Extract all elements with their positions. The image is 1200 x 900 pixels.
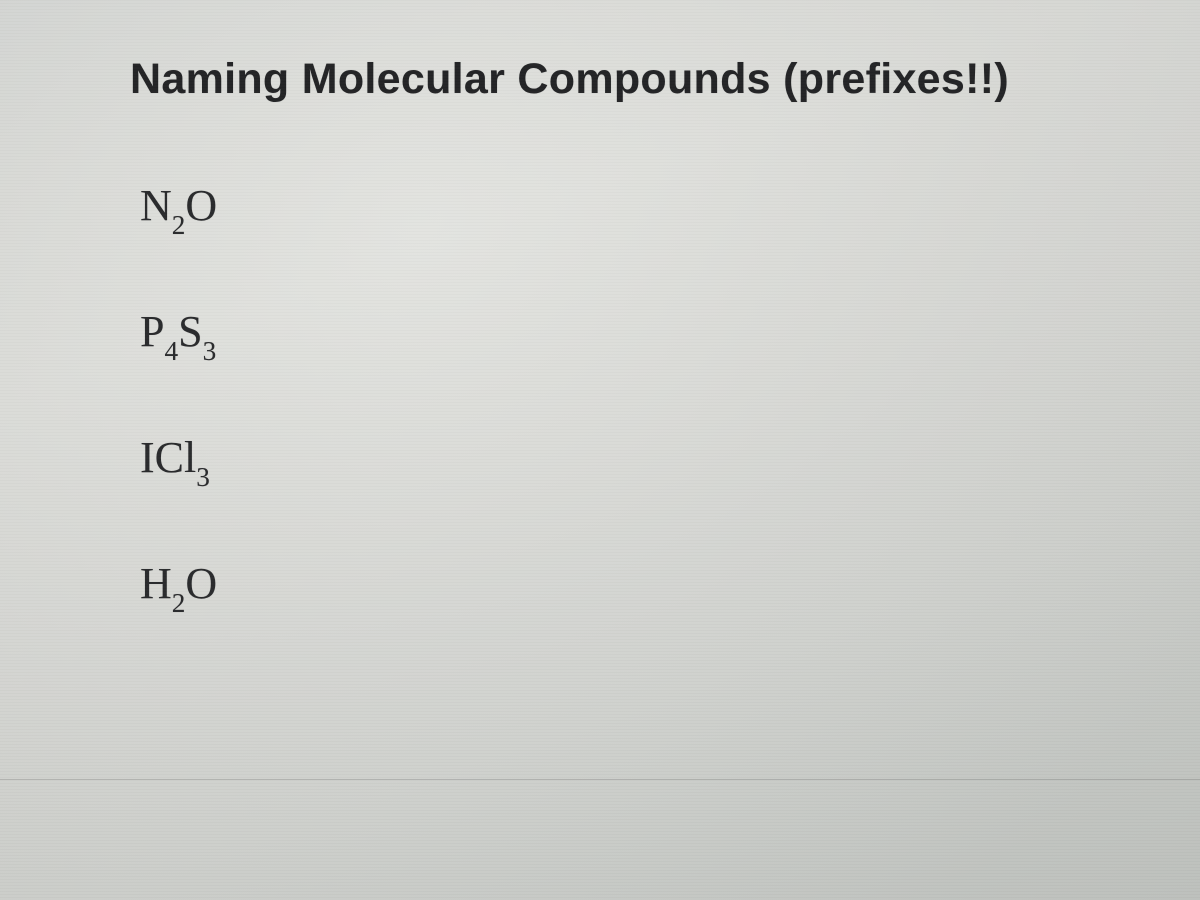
element-symbol: Cl (155, 433, 197, 482)
formula-p4s3: P4S3 (140, 310, 1090, 361)
element-symbol: P (140, 307, 164, 356)
element-subscript: 3 (196, 462, 210, 492)
element-symbol: S (178, 307, 202, 356)
formula-n2o: N2O (140, 184, 1090, 235)
compound-list: N2O P4S3 ICl3 H2O (130, 184, 1090, 613)
element-subscript: 2 (172, 588, 186, 618)
formula-icl3: ICl3 (140, 436, 1090, 487)
element-symbol: N (140, 181, 172, 230)
element-subscript: 3 (203, 336, 217, 366)
element-subscript: 4 (164, 336, 178, 366)
element-symbol: I (140, 433, 155, 482)
element-symbol: O (185, 181, 217, 230)
element-symbol: O (185, 559, 217, 608)
element-symbol: H (140, 559, 172, 608)
slide-content: Naming Molecular Compounds (prefixes!!) … (0, 0, 1200, 900)
footer-divider (0, 779, 1200, 780)
formula-h2o: H2O (140, 562, 1090, 613)
element-subscript: 2 (172, 210, 186, 240)
slide-title: Naming Molecular Compounds (prefixes!!) (130, 55, 1090, 104)
